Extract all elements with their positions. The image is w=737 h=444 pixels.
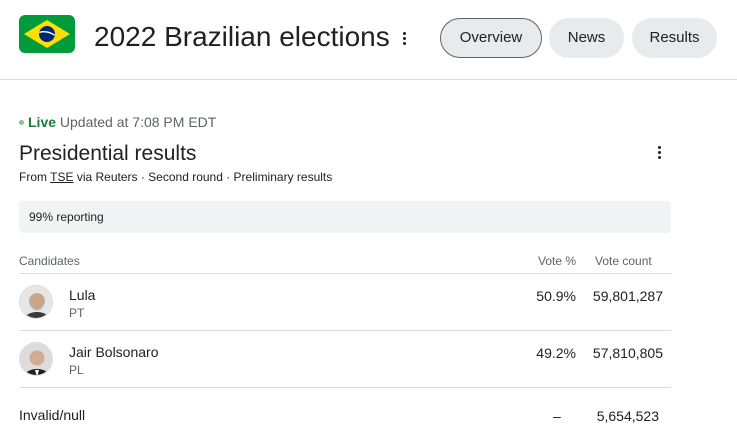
- results-title: Presidential results: [19, 142, 197, 165]
- table-divider: [19, 387, 671, 388]
- live-status: Live Updated at 7:08 PM EDT: [19, 113, 216, 131]
- candidate-vote-count: 57,810,805: [592, 345, 663, 361]
- candidate-avatar-lula[interactable]: [19, 285, 53, 319]
- source-link-tse[interactable]: TSE: [50, 170, 74, 184]
- source-suffix: via Reuters · Second round · Preliminary…: [76, 170, 333, 184]
- candidate-party: PL: [69, 363, 84, 377]
- live-label: Live: [28, 114, 57, 130]
- tab-news[interactable]: News: [549, 18, 624, 58]
- column-header-vote-count: Vote count: [595, 254, 652, 268]
- source-line: From TSE via Reuters · Second round · Pr…: [19, 169, 332, 185]
- candidate-vote-count: 59,801,287: [592, 288, 663, 304]
- results-more-options-icon[interactable]: [651, 142, 667, 162]
- header-more-options-icon[interactable]: [396, 26, 412, 50]
- invalid-vote-pct: –: [553, 408, 561, 424]
- brazil-flag-icon: [19, 15, 75, 53]
- table-divider: [19, 330, 671, 331]
- column-header-candidates: Candidates: [19, 254, 80, 268]
- candidate-name[interactable]: Jair Bolsonaro: [69, 344, 159, 360]
- invalid-vote-count: 5,654,523: [596, 408, 659, 424]
- invalid-null-label: Invalid/null: [19, 407, 86, 423]
- reporting-bar: 99% reporting: [19, 201, 671, 233]
- page-header: 2022 Brazilian elections Overview News R…: [0, 0, 737, 80]
- live-dot-icon: [19, 119, 24, 125]
- updated-time: Updated at 7:08 PM EDT: [59, 114, 217, 130]
- tab-results[interactable]: Results: [632, 18, 717, 58]
- candidate-vote-pct: 50.9%: [536, 288, 576, 304]
- candidate-party: PT: [69, 306, 85, 320]
- source-prefix: From: [19, 170, 47, 184]
- candidate-name[interactable]: Lula: [69, 287, 96, 303]
- tab-overview[interactable]: Overview: [440, 18, 542, 58]
- page-title: 2022 Brazilian elections: [94, 21, 390, 52]
- column-header-vote-pct: Vote %: [538, 254, 577, 268]
- candidate-vote-pct: 49.2%: [536, 345, 576, 361]
- candidate-avatar-bolsonaro[interactable]: [19, 342, 53, 376]
- table-divider: [19, 273, 671, 274]
